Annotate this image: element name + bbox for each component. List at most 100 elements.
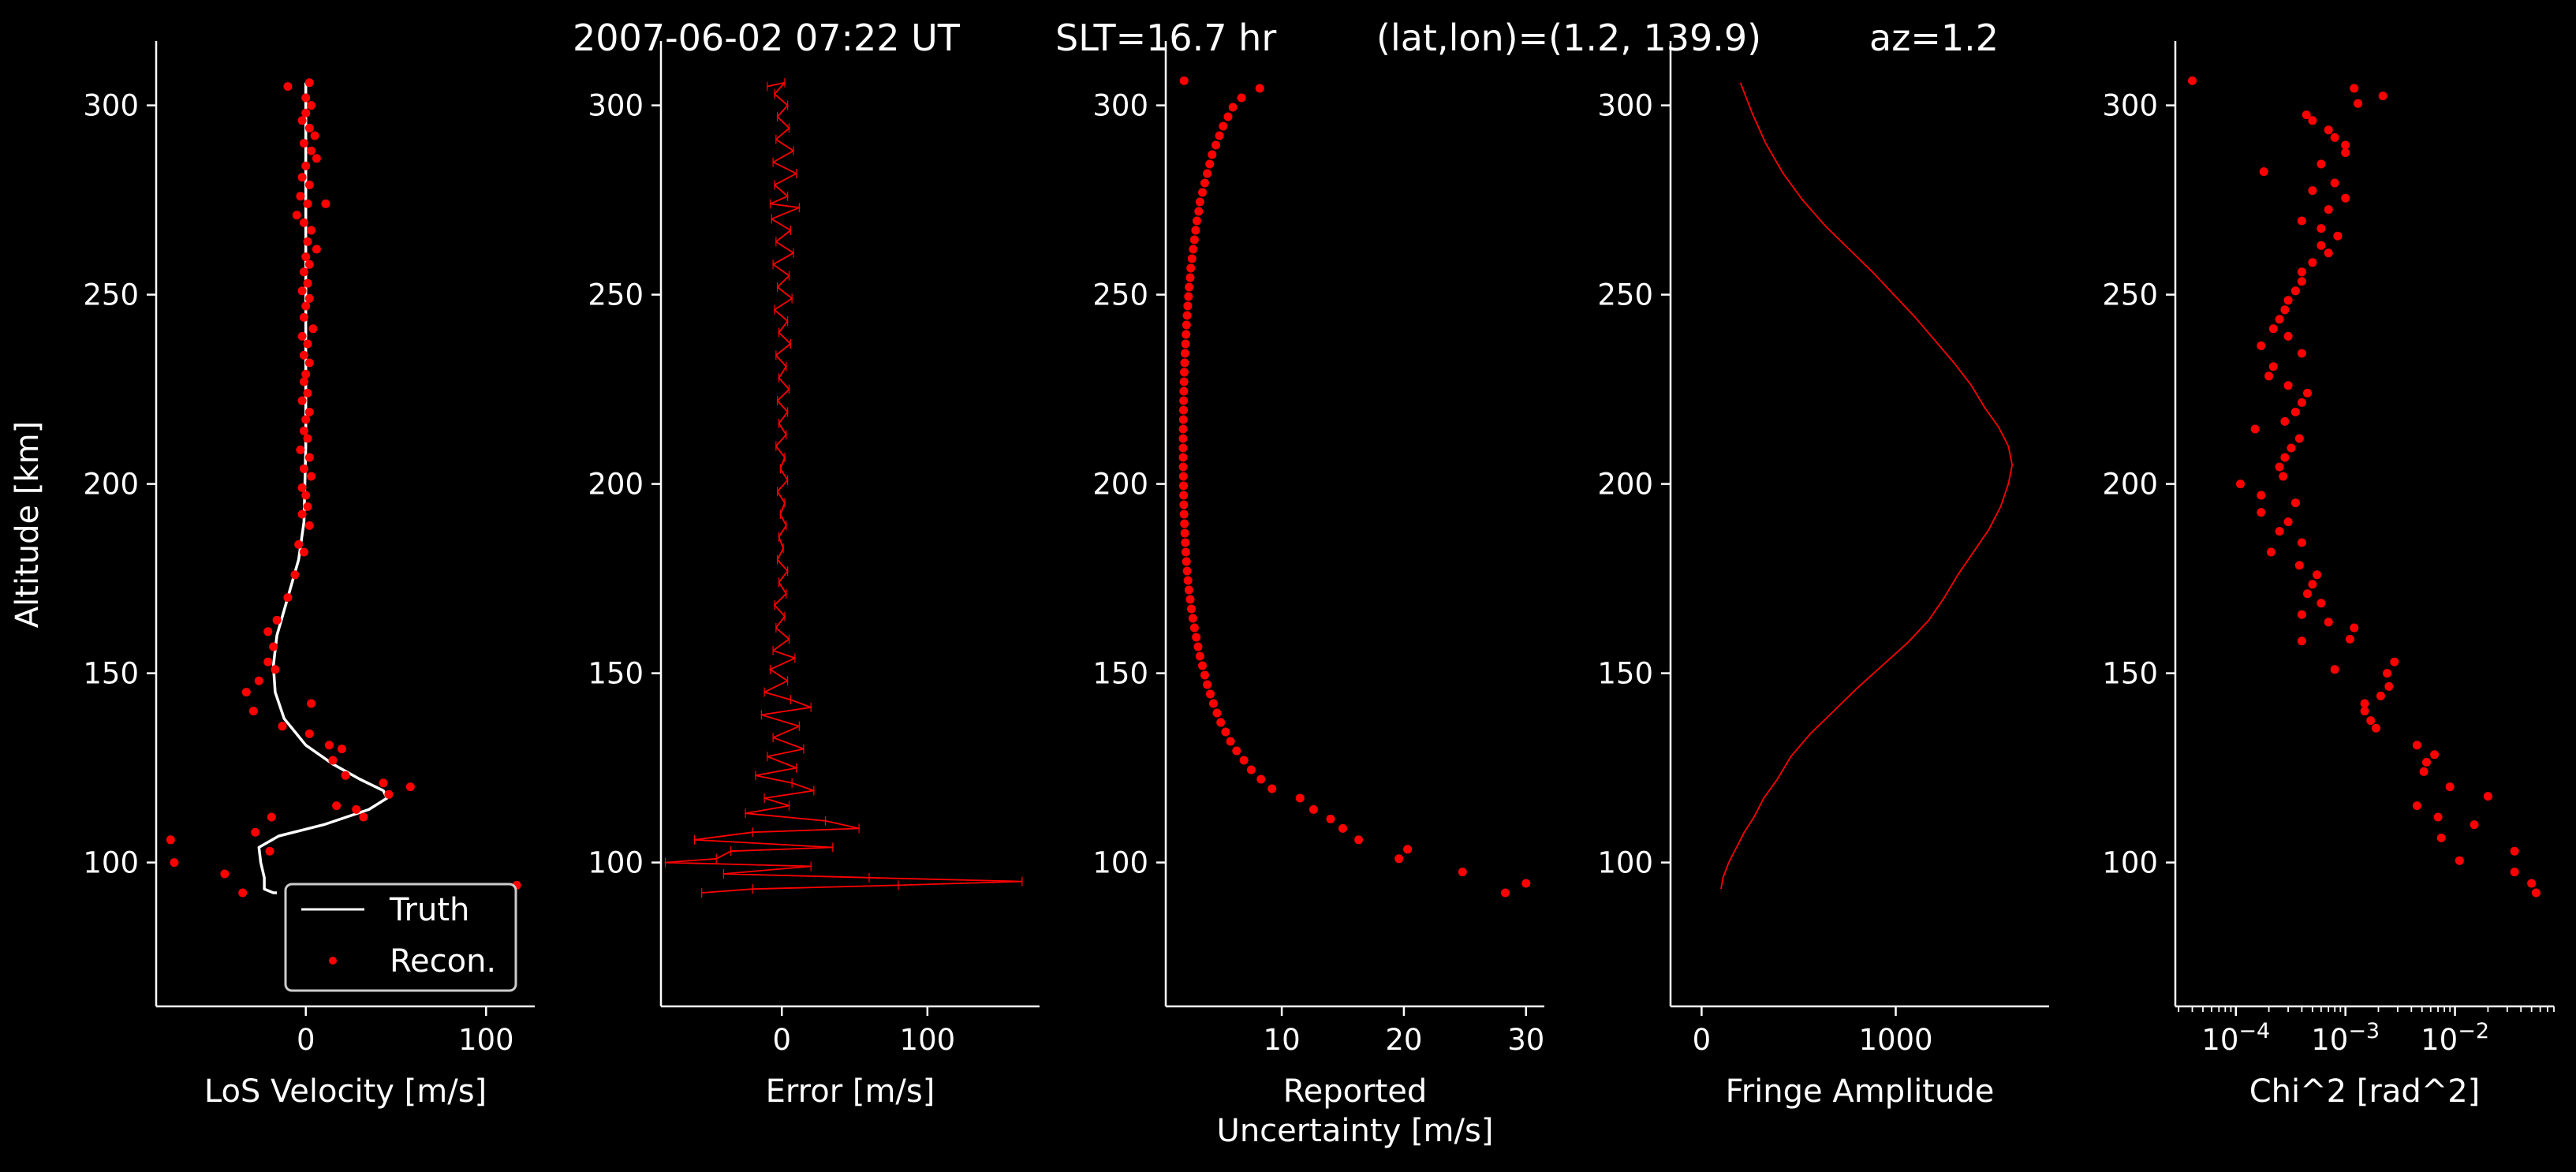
uncertainty-data-point: [1179, 405, 1188, 415]
los-velocity-data-point: [310, 131, 319, 140]
error-y-tick-label: 300: [588, 89, 644, 123]
chi-squared-data-point: [2383, 669, 2391, 678]
uncertainty-data-point: [1246, 765, 1256, 774]
uncertainty-data-point: [1226, 737, 1235, 746]
los-velocity-data-point: [271, 665, 280, 674]
uncertainty-data-point: [1256, 774, 1266, 784]
los-velocity-y-tick-label: 100: [83, 846, 139, 880]
los-velocity-data-point: [312, 154, 321, 163]
chi-squared-data-point: [2455, 856, 2464, 865]
chi-squared-data-point: [2236, 480, 2245, 489]
uncertainty-data-point: [1232, 746, 1241, 756]
los-velocity-data-point: [299, 267, 308, 277]
uncertainty-data-point: [1192, 633, 1201, 642]
los-velocity-data-point: [312, 244, 321, 254]
los-velocity-data-point: [299, 377, 308, 386]
los-velocity-data-point: [297, 331, 307, 341]
chi-squared-data-point: [2268, 324, 2278, 334]
uncertainty-y-tick-label: 150: [1092, 657, 1148, 691]
chi-squared-data-point: [2268, 362, 2278, 371]
chi-squared-data-point: [2422, 757, 2431, 767]
los-velocity-data-point: [299, 350, 308, 360]
uncertainty-data-point: [1394, 854, 1404, 864]
uncertainty-data-point: [1179, 386, 1189, 396]
chi-squared-data-point: [2430, 750, 2440, 760]
los-velocity-data-point: [301, 491, 311, 500]
error-y-tick-label: 150: [588, 657, 644, 691]
los-velocity-data-point: [297, 509, 307, 519]
uncertainty-data-point: [1309, 804, 1318, 814]
chi-squared-data-point: [2283, 331, 2293, 341]
chi-squared-data-point: [2188, 76, 2197, 85]
uncertainty-data-point: [1212, 708, 1222, 718]
los-velocity-data-point: [304, 180, 314, 189]
chi-squared-data-point: [2333, 231, 2343, 241]
chi-squared-data-point: [2510, 868, 2519, 877]
uncertainty-data-point: [1458, 868, 1467, 877]
los-velocity-data-point: [263, 627, 273, 636]
los-velocity-data-point: [248, 707, 258, 716]
uncertainty-y-tick-label: 200: [1092, 468, 1148, 502]
uncertainty-data-point: [1185, 273, 1195, 282]
los-velocity-data-point: [297, 396, 307, 405]
chi-squared-data-point: [2264, 371, 2274, 381]
uncertainty-data-point: [1181, 349, 1189, 358]
uncertainty-data-point: [1194, 207, 1204, 216]
uncertainty-data-point: [1185, 282, 1194, 292]
error-x-tick-label: 0: [772, 1023, 791, 1057]
los-velocity-data-point: [299, 312, 308, 322]
los-velocity-data-point: [254, 676, 263, 685]
los-velocity-data-point: [283, 82, 293, 91]
uncertainty-data-point: [1295, 793, 1305, 803]
uncertainty-data-point: [1181, 547, 1190, 557]
chi-squared-data-point: [2317, 224, 2326, 233]
chi-squared-data-point: [2290, 498, 2300, 508]
chi-squared-data-point: [2483, 792, 2492, 801]
panel-error: 100 150 200 250 300 0 100 Error [m/s]: [588, 41, 1040, 1110]
chi-squared-data-point: [2341, 148, 2350, 158]
chi-squared-data-point: [2308, 116, 2317, 125]
los-velocity-data-point: [304, 521, 314, 530]
uncertainty-data-point: [1198, 661, 1207, 670]
los-velocity-data-point: [296, 192, 305, 201]
fringe-amplitude-y-tick-label: 200: [1597, 468, 1653, 502]
legend: Truth Recon.: [284, 883, 517, 992]
chi-squared-data-point: [2360, 699, 2369, 708]
uncertainty-data-point: [1182, 320, 1191, 330]
uncertainty-data-point: [1326, 814, 1335, 823]
chi-squared-data-point: [2324, 205, 2333, 215]
los-velocity-data-point: [265, 846, 274, 856]
uncertainty-data-point: [1208, 699, 1218, 708]
chi-squared-y-tick-label: 250: [2102, 278, 2158, 312]
los-velocity-data-point: [304, 407, 314, 416]
chi-squared-data-point: [2308, 580, 2317, 589]
los-velocity-data-point: [238, 888, 248, 898]
los-velocity-data-point: [290, 570, 300, 580]
chi-squared-data-point: [2283, 296, 2293, 305]
los-velocity-data-point: [301, 301, 311, 311]
los-velocity-data-point: [304, 78, 314, 88]
los-velocity-data-point: [304, 453, 314, 462]
uncertainty-data-point: [1179, 396, 1189, 405]
uncertainty-data-point: [1179, 76, 1189, 85]
chi-squared-data-point: [2294, 561, 2304, 570]
uncertainty-data-point: [1181, 339, 1190, 349]
chi-squared-data-point: [2297, 398, 2306, 407]
los-velocity-data-point: [341, 771, 350, 780]
uncertainty-data-point: [1180, 358, 1189, 368]
chi-squared-data-point: [2280, 453, 2290, 462]
los-velocity-y-tick-label: 150: [83, 657, 139, 691]
chi-squared-data-point: [2297, 277, 2306, 286]
los-velocity-data-point: [321, 199, 330, 208]
chi-squared-y-tick-label: 200: [2102, 468, 2158, 502]
los-velocity-data-point: [307, 101, 316, 110]
chi-squared-data-point: [2354, 99, 2362, 108]
uncertainty-data-point: [1221, 727, 1230, 737]
chi-squared-data-point: [2470, 820, 2479, 830]
los-velocity-x-axis-label: LoS Velocity [m/s]: [204, 1073, 487, 1110]
chi-squared-data-point: [2259, 167, 2268, 177]
chi-squared-data-point: [2531, 888, 2541, 898]
uncertainty-data-point: [1338, 823, 1347, 833]
los-velocity-data-point: [301, 415, 311, 424]
